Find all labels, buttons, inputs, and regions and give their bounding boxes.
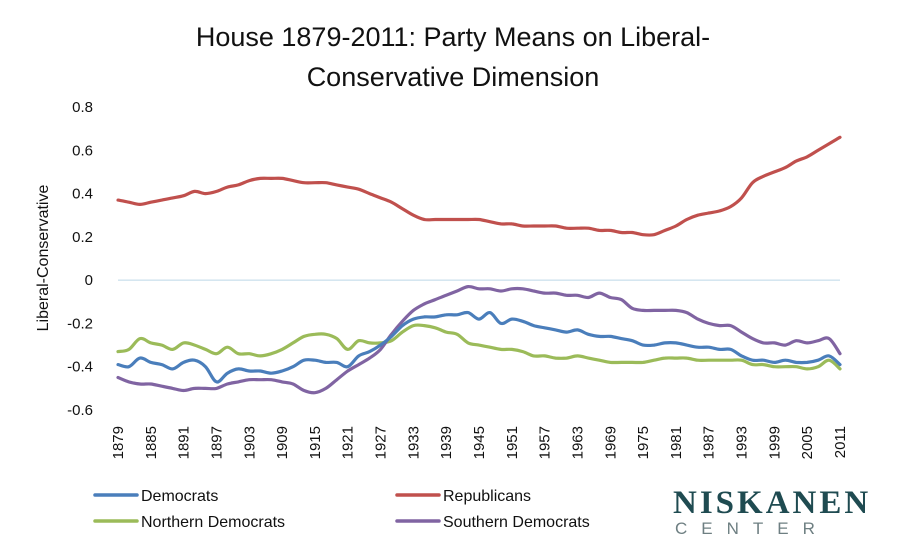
series-line-northern-democrats [116, 323, 842, 371]
y-tick-label: 0 [85, 272, 93, 289]
legend-item-democrats: Democrats [93, 488, 218, 505]
y-tick-label: 0.8 [72, 99, 93, 116]
x-tick-label: 1993 [734, 426, 751, 459]
x-tick-label: 1915 [307, 426, 324, 459]
legend-label: Southern Democrats [443, 514, 590, 531]
x-tick-label: 1921 [340, 426, 357, 459]
legend-item-republicans: Republicans [395, 488, 531, 505]
niskanen-logo: NISKANEN CENTER [673, 485, 871, 538]
logo-subtitle: CENTER [675, 519, 829, 538]
x-axis: 1879 1885 1891 1897 1903 1909 1915 1921 1927 1933… [110, 426, 849, 459]
y-axis-label: Liberal-Conservative [35, 185, 52, 332]
x-tick-label: 1957 [537, 426, 554, 459]
legend-item-southern-democrats: Southern Democrats [395, 514, 590, 531]
x-tick-label: 2011 [832, 426, 849, 458]
x-tick-label: 1897 [208, 426, 225, 459]
y-tick-label: 0.2 [72, 229, 93, 246]
legend-label: Northern Democrats [141, 514, 285, 531]
y-tick-label: -0.2 [67, 315, 93, 332]
x-tick-label: 1987 [701, 426, 718, 459]
x-tick-label: 2005 [799, 426, 816, 459]
x-tick-label: 1933 [405, 426, 422, 459]
y-tick-label: -0.4 [67, 359, 93, 376]
x-tick-label: 1975 [635, 426, 652, 459]
chart-title-line-2: Conservative Dimension [307, 62, 600, 92]
x-tick-label: 1903 [241, 426, 258, 459]
x-tick-label: 1999 [766, 426, 783, 459]
y-tick-label: 0.4 [72, 186, 93, 203]
x-tick-label: 1927 [373, 426, 390, 459]
logo-wordmark: NISKANEN [673, 485, 871, 521]
y-tick-label: -0.6 [67, 402, 93, 419]
legend-item-northern-democrats: Northern Democrats [93, 514, 285, 531]
x-tick-label: 1879 [110, 426, 127, 459]
y-tick-label: 0.6 [72, 142, 93, 159]
legend: Democrats Republicans Northern Democrats So… [93, 488, 590, 531]
x-tick-label: 1969 [602, 426, 619, 459]
chart-title-line-1: House 1879-2011: Party Means on Liberal- [196, 22, 710, 52]
series-line-southern-democrats [116, 284, 842, 395]
x-tick-label: 1981 [668, 426, 685, 459]
x-tick-label: 1945 [471, 426, 488, 459]
x-tick-label: 1885 [143, 426, 160, 459]
legend-label: Democrats [141, 488, 218, 505]
x-tick-label: 1939 [438, 426, 455, 459]
series-line-republicans [116, 135, 842, 237]
x-tick-label: 1891 [176, 426, 193, 459]
y-axis: -0.6 -0.4 -0.2 0 0.2 0.4 0.6 0.8 [67, 99, 93, 419]
x-tick-label: 1951 [504, 426, 521, 459]
x-tick-label: 1909 [274, 426, 291, 459]
legend-label: Republicans [443, 488, 531, 505]
series-lines [116, 135, 842, 395]
x-tick-label: 1963 [569, 426, 586, 459]
series-line-democrats [116, 310, 842, 384]
